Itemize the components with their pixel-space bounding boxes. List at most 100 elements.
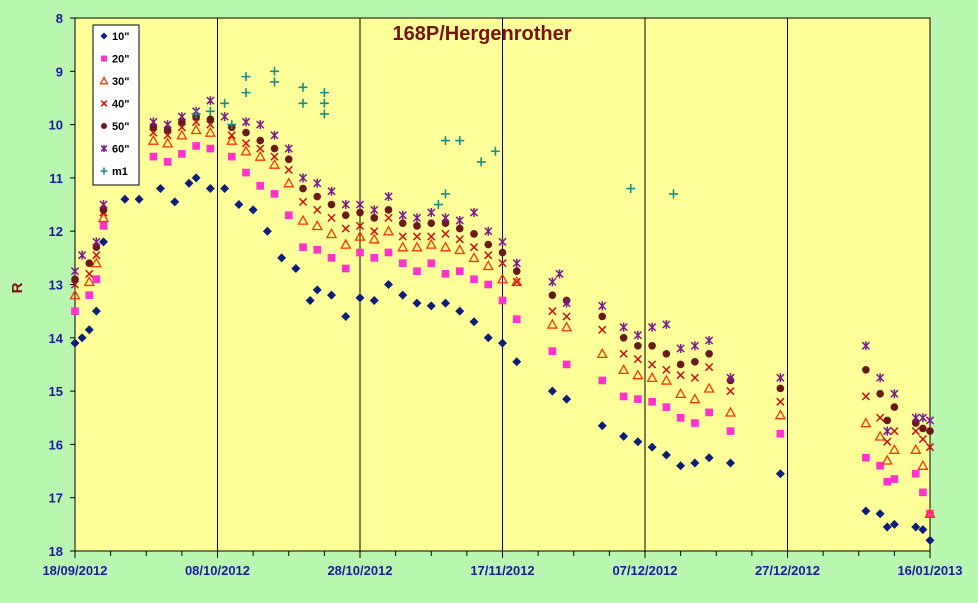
- marker-diamond: [911, 522, 921, 532]
- x-tick-label: 28/10/2012: [327, 563, 392, 578]
- marker-triangle: [618, 363, 630, 375]
- marker-star: [619, 322, 628, 332]
- marker-plus: [191, 109, 201, 119]
- marker-circle: [370, 214, 379, 222]
- marker-square: [101, 55, 107, 62]
- marker-square: [548, 347, 557, 355]
- marker-x: [85, 269, 94, 278]
- marker-star: [92, 237, 101, 247]
- x-tick-label: 08/10/2012: [185, 563, 250, 578]
- marker-star: [77, 250, 87, 260]
- marker-square: [327, 254, 336, 262]
- marker-square: [705, 408, 713, 417]
- marker-diamond: [597, 421, 607, 431]
- marker-x: [726, 386, 735, 396]
- marker-square: [227, 152, 236, 161]
- marker-diamond: [369, 295, 379, 305]
- marker-square: [441, 270, 450, 278]
- marker-diamond: [234, 200, 244, 210]
- marker-diamond: [77, 333, 87, 343]
- marker-triangle: [546, 318, 558, 329]
- marker-circle: [911, 419, 920, 427]
- x-grid: [217, 18, 788, 551]
- marker-circle: [619, 333, 628, 342]
- legend-label: 20": [112, 54, 129, 66]
- marker-circle: [149, 123, 158, 132]
- marker-x: [441, 229, 450, 238]
- marker-circle: [206, 115, 215, 124]
- marker-x: [455, 235, 464, 244]
- marker-circle: [548, 291, 557, 299]
- marker-star: [70, 266, 80, 276]
- marker-x: [883, 437, 892, 446]
- marker-triangle: [97, 212, 110, 223]
- marker-star: [149, 117, 158, 127]
- y-axis-ticks: 8 9 10 11 12 13 14 15 16 17 18: [49, 11, 75, 559]
- marker-diamond: [205, 184, 215, 194]
- marker-star: [890, 389, 899, 399]
- marker-x: [270, 152, 279, 161]
- x-axis-ticks: 18/09/2012 08/10/2012 28/10/2012 17/11/2012…: [42, 551, 963, 578]
- legend-label: 30": [112, 76, 129, 88]
- marker-triangle: [910, 443, 922, 454]
- marker-diamond: [327, 290, 336, 300]
- legend-label: 10": [112, 31, 129, 43]
- marker-circle: [926, 427, 934, 435]
- marker-circle: [99, 206, 108, 214]
- marker-star: [441, 213, 450, 223]
- marker-circle: [427, 219, 436, 228]
- marker-star: [284, 144, 293, 154]
- marker-square: [178, 150, 186, 158]
- y-tick-label: 15: [49, 384, 63, 399]
- marker-triangle: [917, 459, 929, 470]
- marker-star: [100, 145, 108, 152]
- marker-x: [256, 144, 265, 153]
- marker-plus: [241, 72, 251, 82]
- marker-diamond: [704, 453, 714, 463]
- marker-star: [647, 322, 657, 332]
- series-diamond: [70, 173, 935, 545]
- marker-triangle: [240, 145, 252, 156]
- marker-triangle: [561, 321, 573, 332]
- series-triangle: [69, 124, 936, 518]
- marker-circle: [299, 184, 307, 193]
- marker-diamond: [562, 394, 572, 404]
- marker-circle: [512, 267, 521, 275]
- marker-square: [149, 152, 158, 161]
- marker-star: [676, 343, 685, 353]
- marker-star: [313, 178, 322, 188]
- marker-diamond: [619, 431, 629, 441]
- marker-circle: [919, 424, 927, 433]
- marker-diamond: [220, 184, 230, 194]
- marker-diamond: [305, 295, 315, 305]
- marker-star: [598, 301, 607, 311]
- marker-triangle: [496, 273, 509, 284]
- marker-x: [284, 165, 293, 175]
- marker-x: [298, 197, 308, 207]
- marker-square: [484, 280, 493, 289]
- marker-plus: [441, 136, 450, 146]
- marker-triangle: [254, 150, 266, 161]
- legend-label: 40": [112, 99, 129, 111]
- marker-circle: [705, 349, 713, 358]
- marker-circle: [890, 403, 899, 411]
- marker-circle: [498, 248, 507, 257]
- marker-circle: [676, 360, 685, 369]
- marker-circle: [691, 357, 699, 366]
- legend: 10" 20" 30" 40" 50" 60" m1: [92, 24, 140, 186]
- marker-square: [512, 315, 521, 323]
- marker-diamond: [861, 506, 871, 516]
- marker-diamond: [875, 509, 885, 519]
- marker-circle: [71, 275, 79, 283]
- marker-circle: [101, 123, 107, 129]
- marker-triangle: [411, 241, 423, 252]
- marker-star: [370, 205, 379, 215]
- marker-star: [911, 413, 920, 423]
- marker-triangle: [660, 374, 672, 385]
- y-tick-label: 11: [49, 171, 63, 186]
- marker-square: [341, 264, 350, 273]
- marker-plus: [100, 167, 108, 175]
- marker-circle: [484, 240, 493, 249]
- marker-x: [925, 442, 935, 452]
- marker-diamond: [512, 357, 522, 367]
